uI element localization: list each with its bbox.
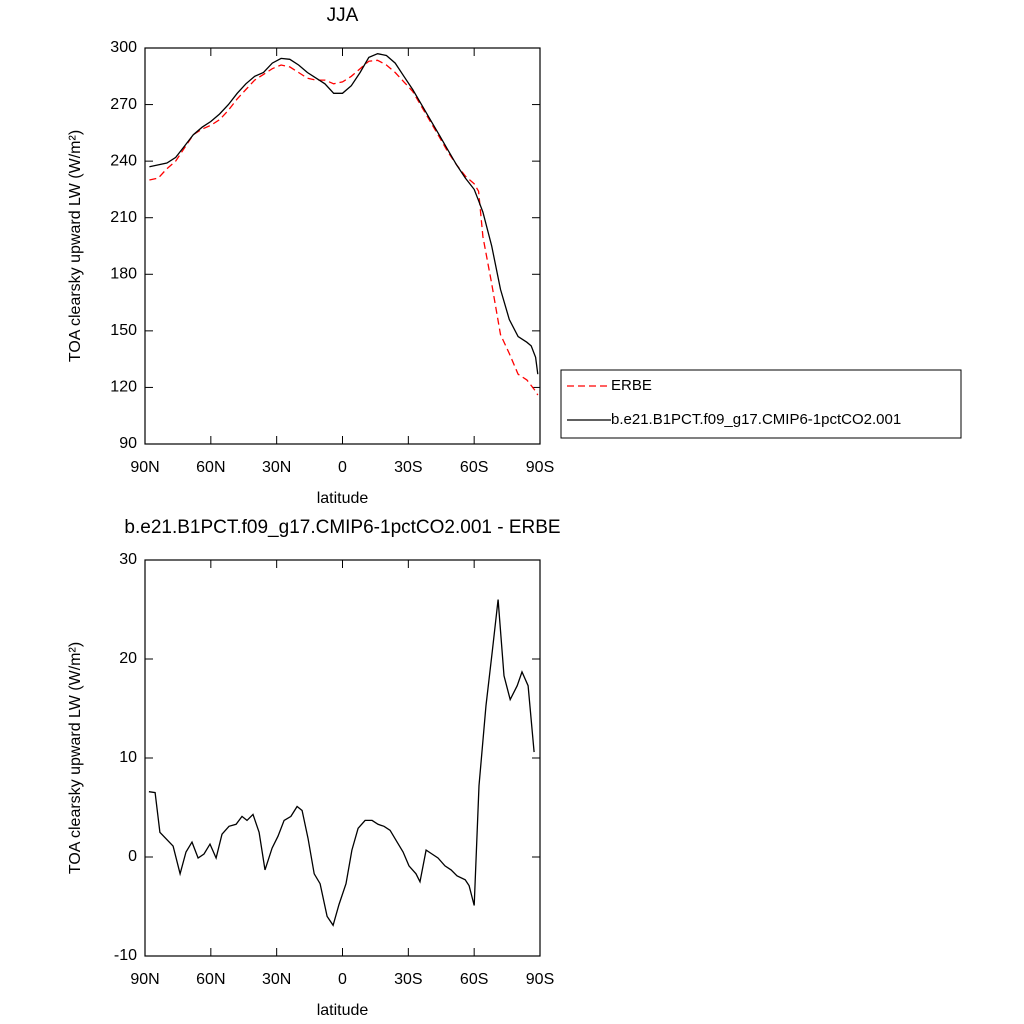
- x-tick-label: 0: [338, 971, 347, 988]
- x-tick-label: 60N: [196, 459, 225, 476]
- x-tick-label: 60S: [460, 971, 488, 988]
- y-tick-label: 10: [119, 749, 137, 766]
- data-line: [148, 599, 535, 927]
- chart-title: JJA: [327, 5, 359, 26]
- y-tick-label: 210: [110, 209, 137, 226]
- plot-frame: [144, 47, 541, 445]
- legend-label: b.e21.B1PCT.f09_g17.CMIP6-1pctCO2.001: [611, 411, 901, 428]
- y-tick-label: 240: [110, 152, 137, 169]
- legend-label: ERBE: [611, 377, 652, 394]
- legend-box: [560, 369, 962, 439]
- y-tick-label: -10: [114, 947, 137, 964]
- y-tick-label: 0: [128, 848, 137, 865]
- y-tick-label: 30: [119, 551, 137, 568]
- y-tick-label: 270: [110, 96, 137, 113]
- data-line: [149, 59, 539, 396]
- chart-title: b.e21.B1PCT.f09_g17.CMIP6-1pctCO2.001 - …: [124, 517, 560, 538]
- y-tick-label: 150: [110, 322, 137, 339]
- x-tick-label: 90N: [130, 459, 159, 476]
- plot-frame: [144, 559, 541, 957]
- x-tick-label: 60N: [196, 971, 225, 988]
- x-tick-label: 30N: [262, 459, 291, 476]
- x-axis-label: latitude: [317, 490, 369, 507]
- y-axis-label: TOA clearsky upward LW (W/m²): [67, 130, 84, 362]
- x-tick-label: 90N: [130, 971, 159, 988]
- y-tick-label: 120: [110, 379, 137, 396]
- data-line: [149, 53, 539, 375]
- x-tick-label: 0: [338, 459, 347, 476]
- x-tick-label: 30N: [262, 971, 291, 988]
- y-tick-label: 180: [110, 266, 137, 283]
- y-axis-label: TOA clearsky upward LW (W/m²): [67, 642, 84, 874]
- y-tick-label: 300: [110, 39, 137, 56]
- x-tick-label: 60S: [460, 459, 488, 476]
- y-tick-label: 90: [119, 435, 137, 452]
- x-tick-label: 90S: [526, 459, 554, 476]
- x-tick-label: 30S: [394, 971, 422, 988]
- x-tick-label: 90S: [526, 971, 554, 988]
- y-tick-label: 20: [119, 650, 137, 667]
- x-tick-label: 30S: [394, 459, 422, 476]
- x-axis-label: latitude: [317, 1002, 369, 1019]
